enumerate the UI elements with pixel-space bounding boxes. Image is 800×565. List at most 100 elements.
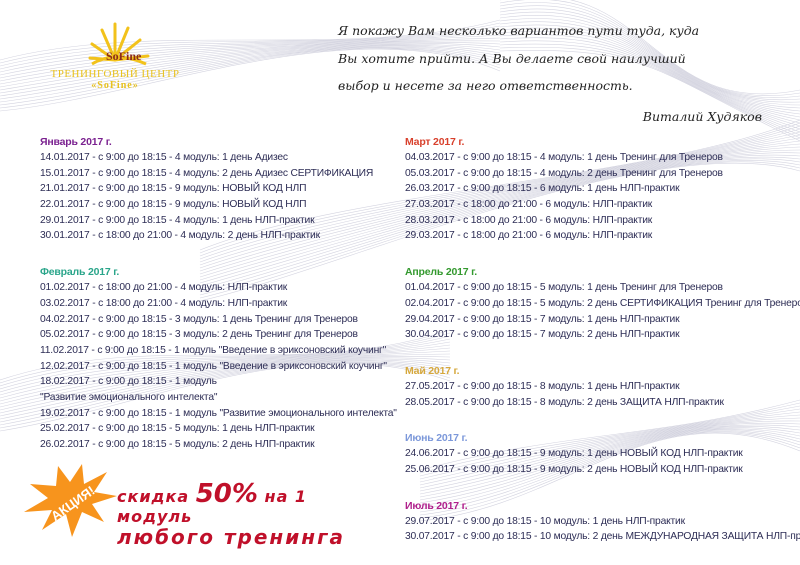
schedule-row: 24.06.2017 - с 9:00 до 18:15 - 9 модуль:… [405, 448, 743, 460]
schedule-row: 01.04.2017 - с 9:00 до 18:15 - 5 модуль:… [405, 282, 723, 294]
wave-line [419, 417, 800, 489]
wave-line [199, 143, 800, 275]
wave-line [0, 47, 501, 106]
wave-line [199, 137, 800, 269]
wave-line [199, 119, 800, 251]
schedule-right-column: Март 2017 г. 04.03.2017 - с 9:00 до 18:15… [405, 134, 800, 545]
wave-line [499, 37, 800, 130]
wave-line [499, 40, 800, 133]
wave-line [0, 357, 451, 411]
wave-line [419, 405, 800, 477]
wave-line [0, 48, 501, 112]
schedule-row: 04.03.2017 - с 9:00 до 18:15 - 4 модуль:… [405, 152, 723, 163]
month-heading: Июнь 2017 г. [405, 432, 468, 445]
schedule-row: 25.06.2017 - с 9:00 до 18:15 - 9 модуль:… [405, 463, 743, 475]
wave-line [500, 0, 800, 95]
wave-line [0, 363, 451, 432]
wave-line [0, 360, 451, 420]
schedule-row: 15.01.2017 - с 9:00 до 18:15 - 4 модуль:… [40, 167, 374, 179]
wave-line [0, 344, 451, 396]
wave-line [499, 11, 800, 106]
wave-line [419, 422, 800, 495]
quote-author: Виталий Худяков [642, 108, 762, 124]
wave-line [419, 427, 800, 504]
wave-line [0, 359, 451, 417]
schedule-row: 30.04.2017 - с 9:00 до 18:15 - 7 модуль:… [405, 329, 680, 341]
wave-line [199, 140, 800, 272]
wave-line [499, 43, 800, 136]
promo-line2: любого тренинга [117, 525, 346, 549]
wave-line [0, 41, 501, 85]
month-heading: Май 2017 г. [405, 364, 460, 377]
schedule-row: 18.02.2017 - с 9:00 до 18:15 - 1 модуль [40, 376, 217, 388]
logo-subtitle: «SoFine» [91, 80, 139, 91]
wave-line [499, 5, 800, 101]
wave-line [199, 146, 800, 278]
wave-line [199, 149, 800, 281]
promo-pre: скидка [117, 487, 196, 506]
wave-line [419, 428, 800, 507]
wave-line [419, 420, 800, 492]
wave-line [0, 341, 451, 393]
wave-line [0, 46, 501, 103]
schedule-row: 03.02.2017 - с 18:00 до 21:00 - 4 модуль… [40, 297, 288, 309]
wave-line [419, 414, 800, 486]
schedule-row: 25.02.2017 - с 9:00 до 18:15 - 5 модуль:… [40, 423, 315, 435]
promo-text: скидка 50% на 1 модуль любого тренинга [117, 481, 382, 549]
wave-line [0, 42, 501, 88]
schedule-row: 05.02.2017 - с 9:00 до 18:15 - 3 модуль:… [40, 329, 358, 341]
wave-line [0, 40, 501, 82]
quote-line: Я покажу Вам несколько вариантов пути ту… [338, 23, 700, 38]
wave-line [499, 34, 800, 127]
wave-line [499, 47, 800, 139]
wave-line [419, 402, 800, 474]
schedule-row: 27.03.2017 - с 18:00 до 21:00 - 6 модуль… [405, 199, 653, 211]
wave-line [0, 356, 451, 408]
schedule-row: 05.03.2017 - с 9:00 до 18:15 - 4 модуль:… [405, 167, 723, 179]
wave-line [499, 2, 800, 98]
schedule-left-column: Январь 2017 г. 14.01.2017 - с 9:00 до 18:… [40, 134, 397, 453]
wave-line [0, 44, 501, 94]
wave-line [419, 424, 800, 498]
schedule-row: 28.03.2017 - с 18:00 до 21:00 - 6 модуль… [405, 214, 653, 226]
quote-line: Вы хотите прийти. А Вы делаете свой наил… [338, 50, 686, 66]
wave-line [0, 25, 501, 67]
promo-banner: АКЦИЯ! скидка 50% на 1 модуль любого тре… [22, 462, 382, 552]
schedule-row: 22.01.2017 - с 9:00 до 18:15 - 9 модуль:… [40, 199, 307, 211]
wave-line [199, 160, 800, 296]
wave-line [0, 19, 501, 61]
wave-line [419, 408, 800, 480]
wave-line [0, 361, 451, 426]
wave-line [499, 24, 800, 118]
wave-line [499, 18, 800, 112]
schedule-row: 27.05.2017 - с 9:00 до 18:15 - 8 модуль:… [405, 380, 680, 392]
wave-line [499, 0, 800, 96]
schedule-row: 12.02.2017 - с 9:00 до 18:15 - 1 модуль … [40, 360, 387, 372]
wave-line [0, 31, 501, 73]
wave-line [499, 27, 800, 121]
wave-line [199, 134, 800, 266]
schedule-row: 29.04.2017 - с 9:00 до 18:15 - 7 модуль:… [405, 313, 680, 325]
sun-logo-icon: SoFine [88, 22, 150, 66]
wave-line [419, 430, 800, 513]
schedule-row: 14.01.2017 - с 9:00 до 18:15 - 4 модуль:… [40, 152, 288, 163]
wave-line [499, 14, 800, 109]
quote: Я покажу Вам несколько вариантов пути ту… [338, 17, 788, 130]
wave-line [0, 37, 501, 79]
quote-line: выбор и несете за него ответственность. [338, 78, 633, 93]
schedule-row: 04.02.2017 - с 9:00 до 18:15 - 3 модуль:… [40, 313, 358, 325]
wave-line [199, 131, 800, 263]
wave-line [419, 432, 800, 522]
wave-line [419, 425, 800, 501]
wave-line [499, 8, 800, 103]
wave-line [419, 429, 800, 510]
month-heading: Январь 2017 г. [40, 136, 112, 148]
schedule-row: 30.07.2017 - с 9:00 до 18:15 - 10 модуль… [405, 531, 800, 543]
wave-line [199, 158, 800, 293]
starburst-badge-icon: АКЦИЯ! [24, 464, 117, 537]
wave-line [0, 360, 451, 423]
wave-line [0, 362, 451, 429]
promo-percent: 50% [195, 479, 258, 509]
schedule-row: 26.03.2017 - с 9:00 до 18:15 - 6 модуль:… [405, 183, 680, 195]
